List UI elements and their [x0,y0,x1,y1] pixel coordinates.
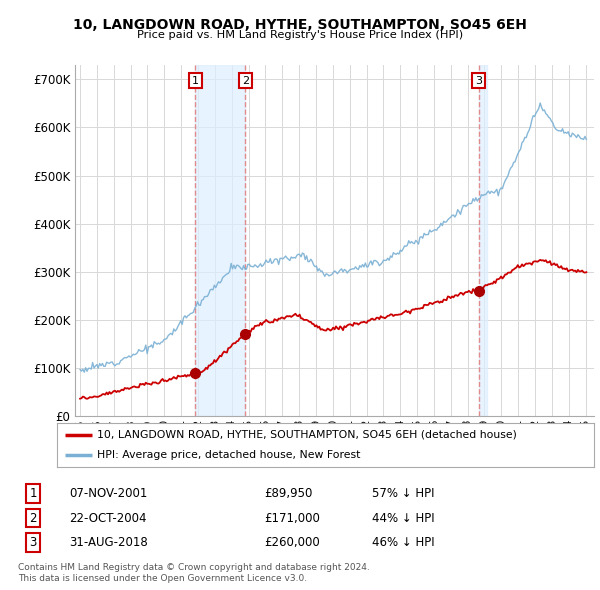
Text: Price paid vs. HM Land Registry's House Price Index (HPI): Price paid vs. HM Land Registry's House … [137,30,463,40]
Text: 10, LANGDOWN ROAD, HYTHE, SOUTHAMPTON, SO45 6EH (detached house): 10, LANGDOWN ROAD, HYTHE, SOUTHAMPTON, S… [97,430,517,440]
Text: Contains HM Land Registry data © Crown copyright and database right 2024.
This d: Contains HM Land Registry data © Crown c… [18,563,370,583]
Text: 1: 1 [192,76,199,86]
Text: 2: 2 [242,76,249,86]
Text: 22-OCT-2004: 22-OCT-2004 [69,512,146,525]
Text: HPI: Average price, detached house, New Forest: HPI: Average price, detached house, New … [97,450,361,460]
Text: £260,000: £260,000 [264,536,320,549]
Text: 3: 3 [475,76,482,86]
Bar [479,65,487,416]
Text: 57% ↓ HPI: 57% ↓ HPI [372,487,434,500]
Text: 31-AUG-2018: 31-AUG-2018 [69,536,148,549]
Bar [196,65,245,416]
Text: £171,000: £171,000 [264,512,320,525]
Text: 46% ↓ HPI: 46% ↓ HPI [372,536,434,549]
Text: 1: 1 [29,487,37,500]
Text: £89,950: £89,950 [264,487,313,500]
Text: 44% ↓ HPI: 44% ↓ HPI [372,512,434,525]
Text: 07-NOV-2001: 07-NOV-2001 [69,487,148,500]
Text: 3: 3 [29,536,37,549]
Text: 10, LANGDOWN ROAD, HYTHE, SOUTHAMPTON, SO45 6EH: 10, LANGDOWN ROAD, HYTHE, SOUTHAMPTON, S… [73,18,527,32]
Text: 2: 2 [29,512,37,525]
